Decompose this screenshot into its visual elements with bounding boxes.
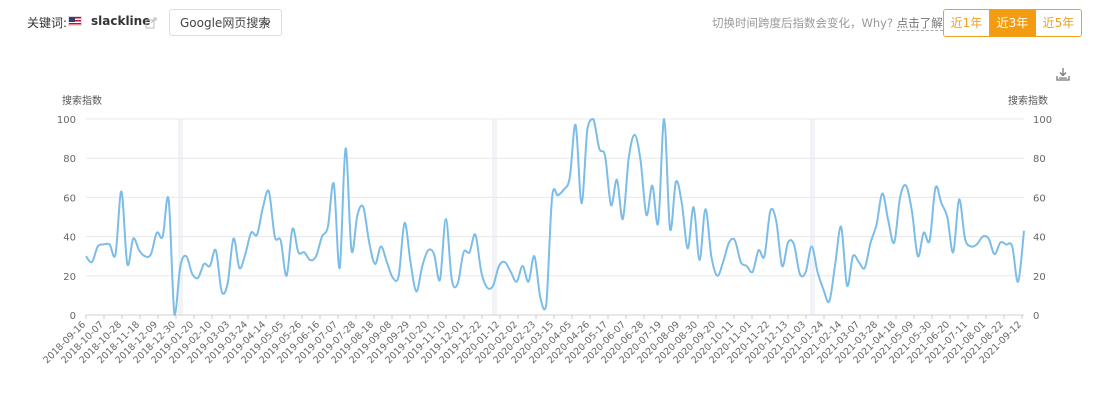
hint-text: 切换时间跨度后指数会变化，Why?	[712, 16, 894, 30]
y-tick-right-0: 0	[1033, 311, 1039, 322]
y-tick-left-20: 20	[63, 272, 76, 283]
year-band-1	[492, 119, 497, 315]
series-line	[85, 118, 1025, 316]
y-tick-right-100: 100	[1033, 115, 1052, 126]
year-band-0	[178, 119, 183, 315]
y-tick-right-80: 80	[1033, 154, 1046, 165]
range-1y-button[interactable]: 近1年	[944, 10, 990, 36]
hint-link[interactable]: 点击了解	[896, 16, 943, 31]
chevron-down-icon	[262, 17, 272, 27]
us-flag-icon	[68, 16, 82, 26]
y-axis-label-right: 搜索指数	[1008, 94, 1048, 107]
y-tick-right-40: 40	[1033, 233, 1046, 244]
timespan-hint: 切换时间跨度后指数会变化，Why? 点击了解	[712, 15, 943, 31]
y-tick-right-60: 60	[1033, 193, 1046, 204]
y-tick-left-0: 0	[70, 311, 76, 322]
top-toolbar: 关键词: slackline Google网页搜索 切换时间跨度后指数会变化，W…	[0, 0, 1100, 48]
range-3y-button[interactable]: 近3年	[990, 10, 1036, 36]
year-band-2	[810, 119, 815, 315]
range-5y-button[interactable]: 近5年	[1036, 10, 1081, 36]
y-tick-right-20: 20	[1033, 272, 1046, 283]
search-engine-select[interactable]: Google网页搜索	[169, 9, 282, 36]
y-tick-left-100: 100	[57, 115, 76, 126]
share-icon[interactable]	[145, 14, 157, 29]
y-tick-left-40: 40	[63, 233, 76, 244]
y-tick-left-80: 80	[63, 154, 76, 165]
keyword-label: 关键词:	[27, 16, 68, 30]
range-selector: 近1年 近3年 近5年	[943, 9, 1082, 37]
download-icon[interactable]	[1055, 66, 1071, 82]
search-engine-value: Google网页搜索	[180, 16, 271, 30]
keyword-value: slackline	[91, 14, 151, 28]
y-tick-left-60: 60	[63, 193, 76, 204]
y-axis-label-left: 搜索指数	[62, 94, 102, 107]
